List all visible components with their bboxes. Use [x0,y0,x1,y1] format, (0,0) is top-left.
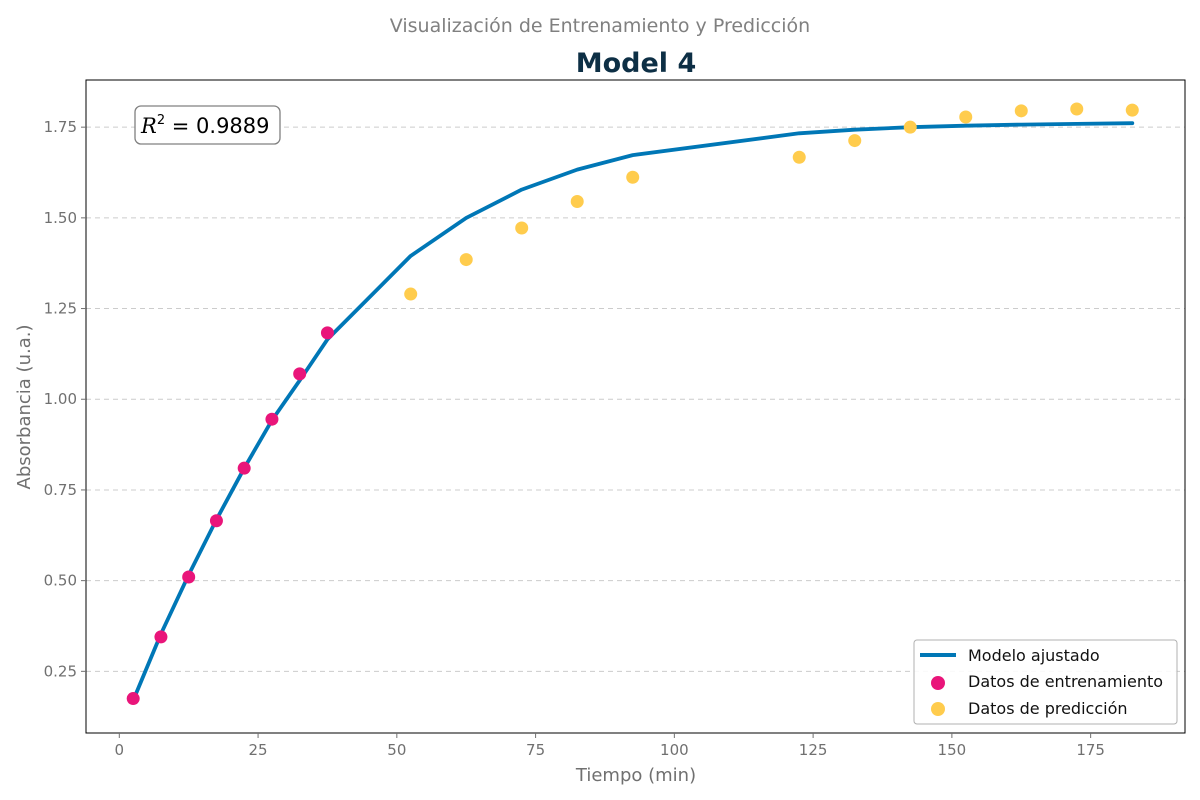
point-train [265,412,279,426]
x-tick-label: 175 [1076,741,1105,759]
point-pred [459,253,473,267]
point-train [182,570,196,584]
point-train [320,326,334,340]
x-tick-label: 125 [799,741,828,759]
point-pred [792,150,806,164]
x-axis-label: Tiempo (min) [575,765,696,786]
y-tick-label: 1.00 [44,390,77,408]
legend-pred-label: Datos de predicción [968,699,1128,718]
legend-model-label: Modelo ajustado [968,646,1100,665]
series-layer [126,102,1139,706]
legend: Modelo ajustado Datos de entrenamiento D… [913,639,1178,725]
legend-pred-swatch [931,702,945,716]
point-pred [1014,104,1028,118]
x-tick-label: 50 [387,741,406,759]
x-tick-label: 0 [115,741,125,759]
y-tick-label: 0.75 [44,481,77,499]
legend-box [913,639,1178,725]
point-pred [1070,102,1084,116]
y-tick-label: 1.50 [44,209,77,227]
x-axis: 0 25 50 75 100 125 150 175 [115,733,1105,759]
chart-title: Model 4 [576,48,697,79]
point-train [154,630,168,644]
y-axis: 0.25 0.50 0.75 1.00 1.25 1.50 1.75 [44,118,86,680]
x-tick-label: 75 [526,741,545,759]
r2-symbol: R [140,114,157,138]
point-pred [1125,103,1139,117]
plot-frame [85,79,1186,734]
x-tick-label: 25 [249,741,268,759]
y-tick-label: 1.25 [44,300,77,318]
point-train [126,692,140,706]
legend-train-label: Datos de entrenamiento [968,672,1163,691]
point-pred [903,120,917,134]
point-pred [570,195,584,209]
chart-suptitle: Visualización de Entrenamiento y Predicc… [390,15,810,37]
r2-label: R2 = 0.9889 [140,113,270,138]
point-pred [515,221,529,235]
point-train [237,461,251,475]
point-pred [626,170,640,184]
y-tick-label: 1.75 [44,118,77,136]
y-tick-label: 0.25 [44,662,77,680]
point-pred [848,134,862,148]
point-pred [404,287,418,301]
series-line-model [131,121,1135,703]
x-tick-label: 150 [938,741,967,759]
r2-box [134,105,281,145]
r2-superscript: 2 [157,113,165,128]
r2-annotation: R2 = 0.9889 [134,105,281,145]
legend-train-swatch [931,676,945,690]
y-tick-label: 0.50 [44,572,77,590]
r2-value: = 0.9889 [165,114,269,138]
grid [86,126,1185,672]
point-train [209,514,223,528]
point-pred [959,110,973,124]
x-tick-label: 100 [660,741,689,759]
point-train [293,367,307,381]
y-axis-label: Absorbancia (u.a.) [14,325,35,490]
